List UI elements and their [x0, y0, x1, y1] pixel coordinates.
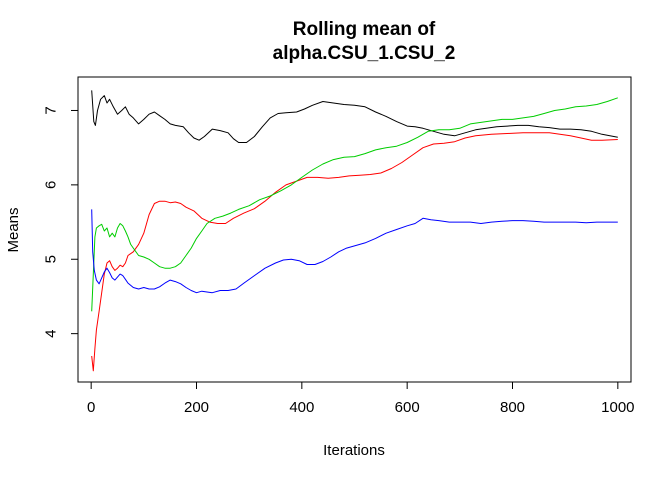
x-tick-label: 200 — [184, 399, 209, 416]
series-line-2 — [91, 132, 618, 372]
series-line-4 — [91, 209, 618, 294]
x-tick-label: 1000 — [601, 399, 634, 416]
x-tick-label: 600 — [395, 399, 420, 416]
chart-title-line-2: alpha.CSU_1.CSU_2 — [273, 43, 456, 64]
y-tick-label: 6 — [43, 181, 60, 189]
y-axis: 4 5 6 7 — [43, 106, 79, 338]
x-axis: 0 200 400 600 800 1000 — [87, 381, 635, 416]
x-tick-label: 800 — [500, 399, 525, 416]
x-axis-label: Iterations — [323, 442, 385, 459]
series-line-1 — [91, 90, 618, 143]
series-lines — [91, 90, 618, 372]
y-tick-label: 5 — [43, 255, 60, 263]
y-tick-label: 7 — [43, 106, 60, 114]
series-line-3 — [91, 97, 618, 312]
chart-title-line-1: Rolling mean of — [293, 19, 436, 40]
x-tick-label: 400 — [289, 399, 314, 416]
x-tick-label: 0 — [87, 399, 95, 416]
y-axis-label: Means — [5, 207, 22, 252]
y-tick-label: 4 — [43, 329, 60, 337]
